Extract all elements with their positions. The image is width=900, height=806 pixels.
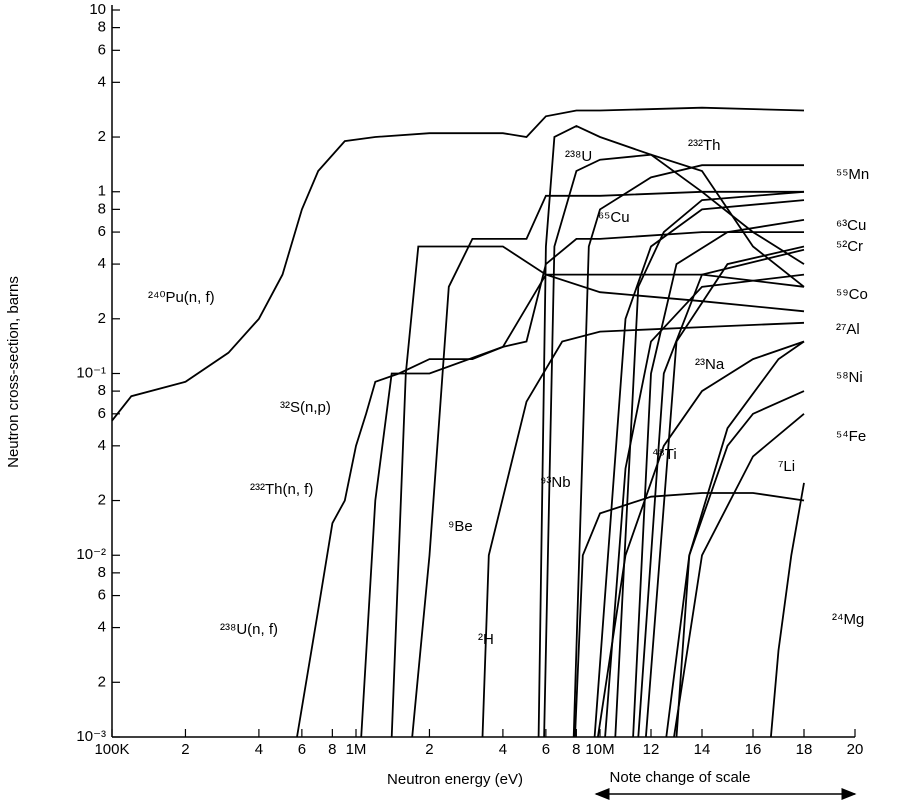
series-label: ⁶⁵Cu [598,209,630,226]
series-label: ²H [478,631,494,648]
y-tick-label: 2 [98,128,106,145]
series-label: ²⁷Al [836,321,860,338]
series-label: ⁵⁴Fe [836,428,866,445]
y-tick-label: 2 [98,673,106,690]
annotation: Note change of scale [610,769,751,786]
series-line [597,340,805,738]
x-axis-label: Neutron energy (eV) [387,771,523,788]
y-tick-label: 2 [98,310,106,327]
series-label: ⁹Be [448,518,473,535]
series-line [574,492,805,738]
series-line [111,106,805,422]
series-line [296,231,804,738]
x-tick-label: 6 [542,741,550,758]
x-tick-label: 20 [847,741,864,758]
y-tick-label: 4 [98,619,106,636]
series-line [675,340,805,738]
series-label: ²⁴⁰Pu(n, f) [148,289,215,306]
series-label: ²³Na [695,356,725,373]
series-line [632,219,805,738]
x-tick-label: 2 [425,741,433,758]
series-line [481,321,805,738]
series-label: ⁹³Nb [540,474,571,491]
x-tick-label: 8 [328,741,336,758]
series-line [645,245,805,738]
x-tick-label: 14 [694,741,711,758]
x-tick-label: 4 [255,741,263,758]
series-label: ²³²Th [688,137,721,154]
y-tick-label: 10⁻¹ [76,364,106,381]
series-label: ⁵²Cr [836,238,863,255]
y-tick-label: 10⁻² [76,546,106,563]
x-tick-label: 8 [572,741,580,758]
y-axis-label: Neutron cross-section, barns [5,276,22,468]
series-line [411,190,804,738]
series-line [665,390,805,738]
x-tick-label: 1M [346,741,367,758]
series-line [390,245,805,738]
x-tick-label: 12 [643,741,660,758]
series-line [593,199,805,738]
x-tick-label: 100K [94,741,129,758]
y-tick-label: 4 [98,437,106,454]
y-tick-label: 8 [98,19,106,36]
y-tick-label: 10 [89,1,106,18]
x-tick-label: 6 [298,741,306,758]
x-tick-label: 18 [796,741,813,758]
y-tick-label: 6 [98,587,106,604]
x-tick-label: 4 [499,741,507,758]
y-tick-label: 8 [98,200,106,217]
series-label: ⁵⁹Co [836,286,868,303]
y-tick-label: 10⁻³ [76,728,106,745]
y-tick-label: 1 [98,183,106,200]
series-line [614,190,805,738]
y-tick-label: 2 [98,492,106,509]
series-line [604,273,805,738]
x-tick-label: 16 [745,741,762,758]
series-label: ⁵⁸Ni [836,369,863,386]
series-line [543,153,805,738]
series-label: ⁷Li [778,458,795,475]
y-tick-label: 4 [98,73,106,90]
series-line [770,482,805,738]
y-tick-label: 6 [98,223,106,240]
series-label: ³²S(n,p) [280,399,331,416]
y-tick-label: 6 [98,41,106,58]
series-label: ⁶³Cu [836,217,866,234]
series-label: ²³⁸U(n, f) [220,621,278,638]
series-label: ²⁴Mg [832,611,864,628]
y-tick-label: 8 [98,564,106,581]
y-tick-label: 4 [98,255,106,272]
series-line [673,413,805,738]
series-line [572,164,804,738]
y-tick-label: 6 [98,405,106,422]
series-label: ⁵⁵Mn [836,166,869,183]
series-line [637,248,805,738]
x-tick-label: 10M [585,741,614,758]
series-label: ²³²Th(n, f) [250,481,313,498]
x-tick-label: 2 [181,741,189,758]
series-line [360,273,805,738]
series-label: ²³⁸U [565,148,592,165]
y-tick-label: 8 [98,382,106,399]
series-line [537,125,805,738]
series-label: ⁴⁸Ti [652,446,677,463]
